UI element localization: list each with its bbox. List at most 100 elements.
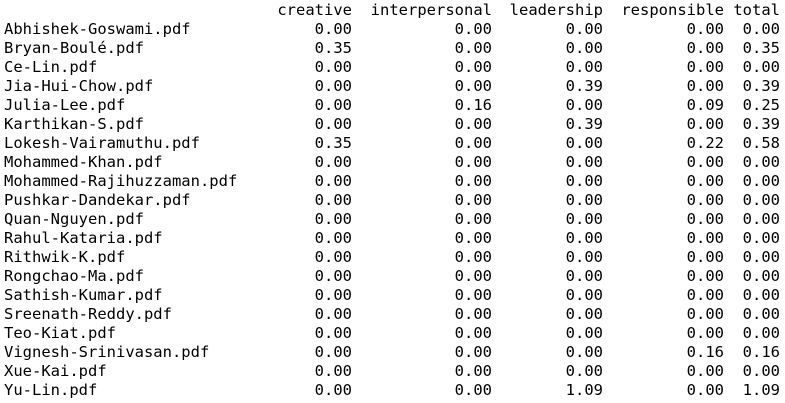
cell-total: 0.00 — [742, 305, 780, 323]
table-row: Xue-Kai.pdf 0.00 0.00 0.00 0.00 0.00 — [4, 362, 780, 381]
row-label-filename: Bryan-Boulé.pdf — [4, 39, 144, 57]
table-row: Mohammed-Rajihuzzaman.pdf 0.00 0.00 0.00 0.0… — [4, 172, 780, 191]
column-header-creative: creative — [277, 1, 352, 19]
cell-total: 0.00 — [742, 210, 780, 228]
cell-responsible: 0.00 — [686, 381, 724, 399]
cell-responsible: 0.00 — [686, 39, 724, 57]
cell-creative: 0.35 — [314, 134, 352, 152]
cell-creative: 0.00 — [314, 286, 352, 304]
row-label-filename: Vignesh-Srinivasan.pdf — [4, 343, 210, 361]
cell-responsible: 0.16 — [686, 343, 724, 361]
cell-creative: 0.00 — [314, 324, 352, 342]
cell-responsible: 0.00 — [686, 248, 724, 266]
cell-leadership: 0.00 — [565, 343, 603, 361]
cell-creative: 0.00 — [314, 210, 352, 228]
cell-responsible: 0.00 — [686, 58, 724, 76]
cell-leadership: 0.00 — [565, 362, 603, 380]
row-label-filename: Quan-Nguyen.pdf — [4, 210, 144, 228]
table-row: Rithwik-K.pdf 0.00 0.00 0.00 0.00 0.00 — [4, 248, 780, 267]
cell-leadership: 0.00 — [565, 153, 603, 171]
table-body: Abhishek-Goswami.pdf 0.00 0.00 0.00 0.00 0.00… — [4, 20, 780, 400]
cell-creative: 0.35 — [314, 39, 352, 57]
cell-responsible: 0.00 — [686, 191, 724, 209]
cell-total: 0.00 — [742, 20, 780, 38]
cell-total: 0.00 — [742, 229, 780, 247]
cell-creative: 0.00 — [314, 96, 352, 114]
row-label-filename: Mohammed-Rajihuzzaman.pdf — [4, 172, 238, 190]
cell-total: 0.58 — [742, 134, 780, 152]
cell-leadership: 0.39 — [565, 115, 603, 133]
row-label-filename: Rithwik-K.pdf — [4, 248, 126, 266]
row-label-filename: Mohammed-Khan.pdf — [4, 153, 163, 171]
cell-total: 0.25 — [742, 96, 780, 114]
cell-responsible: 0.00 — [686, 153, 724, 171]
cell-leadership: 0.00 — [565, 134, 603, 152]
table-row: Bryan-Boulé.pdf 0.35 0.00 0.00 0.00 0.35 — [4, 39, 780, 58]
cell-interpersonal: 0.00 — [454, 210, 492, 228]
cell-total: 0.00 — [742, 324, 780, 342]
table-row: Quan-Nguyen.pdf 0.00 0.00 0.00 0.00 0.00 — [4, 210, 780, 229]
cell-interpersonal: 0.00 — [454, 286, 492, 304]
cell-responsible: 0.22 — [686, 134, 724, 152]
cell-interpersonal: 0.00 — [454, 115, 492, 133]
cell-creative: 0.00 — [314, 20, 352, 38]
row-label-filename: Sreenath-Reddy.pdf — [4, 305, 172, 323]
cell-total: 0.00 — [742, 153, 780, 171]
row-label-filename: Ce-Lin.pdf — [4, 58, 98, 76]
cell-total: 1.09 — [742, 381, 780, 399]
cell-interpersonal: 0.00 — [454, 343, 492, 361]
cell-total: 0.00 — [742, 172, 780, 190]
cell-leadership: 0.00 — [565, 39, 603, 57]
row-label-filename: Jia-Hui-Chow.pdf — [4, 77, 154, 95]
header-row: creative interpersonal leadership respon… — [4, 1, 780, 20]
table-row: Sreenath-Reddy.pdf 0.00 0.00 0.00 0.00 0.00 — [4, 305, 780, 324]
cell-total: 0.00 — [742, 267, 780, 285]
cell-leadership: 0.00 — [565, 191, 603, 209]
row-label-filename: Sathish-Kumar.pdf — [4, 286, 163, 304]
table-row: Rahul-Kataria.pdf 0.00 0.00 0.00 0.00 0.00 — [4, 229, 780, 248]
cell-creative: 0.00 — [314, 248, 352, 266]
cell-leadership: 0.00 — [565, 248, 603, 266]
row-label-filename: Rahul-Kataria.pdf — [4, 229, 163, 247]
cell-leadership: 0.00 — [565, 229, 603, 247]
cell-leadership: 0.00 — [565, 305, 603, 323]
table-row: Pushkar-Dandekar.pdf 0.00 0.00 0.00 0.00 0.00 — [4, 191, 780, 210]
cell-interpersonal: 0.00 — [454, 324, 492, 342]
cell-interpersonal: 0.00 — [454, 172, 492, 190]
cell-interpersonal: 0.00 — [454, 362, 492, 380]
cell-responsible: 0.00 — [686, 77, 724, 95]
cell-responsible: 0.00 — [686, 172, 724, 190]
cell-leadership: 0.00 — [565, 286, 603, 304]
row-label-filename: Julia-Lee.pdf — [4, 96, 126, 114]
cell-total: 0.16 — [742, 343, 780, 361]
cell-total: 0.35 — [742, 39, 780, 57]
cell-interpersonal: 0.00 — [454, 305, 492, 323]
cell-creative: 0.00 — [314, 229, 352, 247]
table-row: Lokesh-Vairamuthu.pdf 0.35 0.00 0.00 0.22 0.5… — [4, 134, 780, 153]
cell-leadership: 0.39 — [565, 77, 603, 95]
cell-interpersonal: 0.16 — [454, 96, 492, 114]
row-label-filename: Pushkar-Dandekar.pdf — [4, 191, 191, 209]
column-header-responsible: responsible — [621, 1, 724, 19]
table-row: Karthikan-S.pdf 0.00 0.00 0.39 0.00 0.39 — [4, 115, 780, 134]
cell-interpersonal: 0.00 — [454, 267, 492, 285]
cell-interpersonal: 0.00 — [454, 153, 492, 171]
cell-creative: 0.00 — [314, 172, 352, 190]
cell-interpersonal: 0.00 — [454, 77, 492, 95]
cell-leadership: 1.09 — [565, 381, 603, 399]
table-row: Teo-Kiat.pdf 0.00 0.00 0.00 0.00 0.00 — [4, 324, 780, 343]
cell-creative: 0.00 — [314, 58, 352, 76]
row-label-filename: Abhishek-Goswami.pdf — [4, 20, 191, 38]
cell-responsible: 0.00 — [686, 286, 724, 304]
cell-total: 0.00 — [742, 191, 780, 209]
table-row: Mohammed-Khan.pdf 0.00 0.00 0.00 0.00 0.00 — [4, 153, 780, 172]
table-row: Rongchao-Ma.pdf 0.00 0.00 0.00 0.00 0.00 — [4, 267, 780, 286]
cell-creative: 0.00 — [314, 381, 352, 399]
cell-creative: 0.00 — [314, 115, 352, 133]
table-row: Sathish-Kumar.pdf 0.00 0.00 0.00 0.00 0.00 — [4, 286, 780, 305]
table-row: Julia-Lee.pdf 0.00 0.16 0.00 0.09 0.25 — [4, 96, 780, 115]
cell-interpersonal: 0.00 — [454, 39, 492, 57]
cell-leadership: 0.00 — [565, 58, 603, 76]
column-header-interpersonal: interpersonal — [370, 1, 492, 19]
cell-creative: 0.00 — [314, 153, 352, 171]
